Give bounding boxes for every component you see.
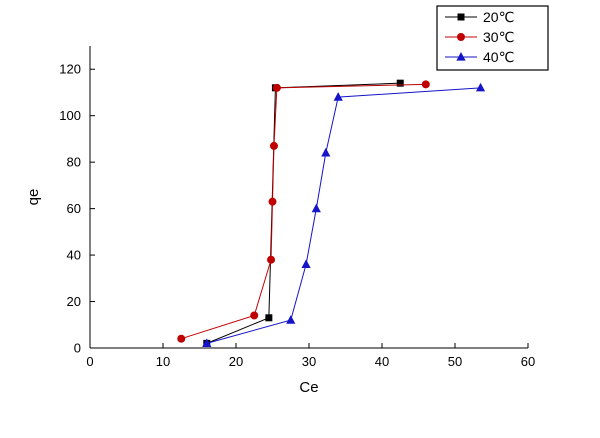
series-40	[202, 82, 486, 347]
marker-square	[457, 13, 465, 21]
marker-square	[396, 79, 404, 87]
marker-triangle	[321, 147, 331, 157]
marker-triangle	[202, 338, 212, 347]
x-tick-label: 40	[375, 354, 389, 369]
y-axis-label: qe	[25, 189, 42, 206]
y-tick-label: 20	[67, 294, 81, 309]
series-30	[177, 80, 430, 343]
marker-circle	[457, 33, 465, 41]
y-tick-label: 0	[74, 341, 81, 356]
legend-label: 40℃	[483, 49, 514, 65]
x-tick-label: 30	[302, 354, 316, 369]
marker-circle	[272, 83, 281, 92]
marker-circle	[268, 197, 277, 206]
x-tick-label: 20	[229, 354, 243, 369]
marker-square	[265, 314, 273, 322]
marker-triangle	[311, 203, 321, 213]
marker-triangle	[475, 82, 486, 92]
marker-triangle	[456, 52, 466, 61]
marker-triangle	[333, 92, 343, 101]
x-tick-label: 0	[86, 354, 93, 369]
marker-triangle	[286, 315, 296, 324]
x-tick-label: 10	[156, 354, 170, 369]
legend-label: 20℃	[483, 9, 514, 25]
legend: 20℃ 30℃ 40℃	[436, 5, 549, 71]
marker-triangle	[301, 259, 311, 268]
x-tick-label: 60	[521, 354, 535, 369]
marker-circle	[269, 141, 278, 150]
y-tick-label: 120	[59, 62, 81, 77]
x-axis-label: Ce	[299, 379, 318, 396]
marker-circle	[250, 311, 259, 320]
x-tick-label: 50	[448, 354, 462, 369]
marker-circle	[177, 334, 186, 343]
marker-circle	[267, 255, 276, 264]
y-tick-label: 60	[67, 201, 81, 216]
y-tick-label: 80	[67, 155, 81, 170]
legend-label: 30℃	[483, 29, 514, 45]
marker-circle	[421, 80, 430, 89]
y-tick-label: 40	[67, 248, 81, 263]
y-tick-label: 100	[59, 108, 81, 123]
